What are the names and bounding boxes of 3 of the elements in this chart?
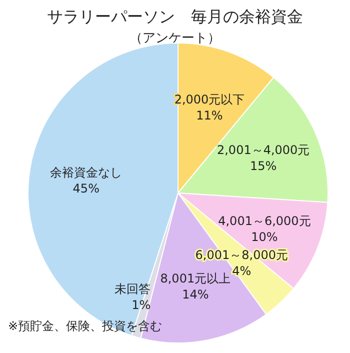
- annotation: ※預貯金、保険、投資を含む: [8, 319, 162, 333]
- title: サラリーパーソン 毎月の余裕資金: [47, 7, 303, 26]
- subtitle: （アンケート）: [130, 31, 220, 46]
